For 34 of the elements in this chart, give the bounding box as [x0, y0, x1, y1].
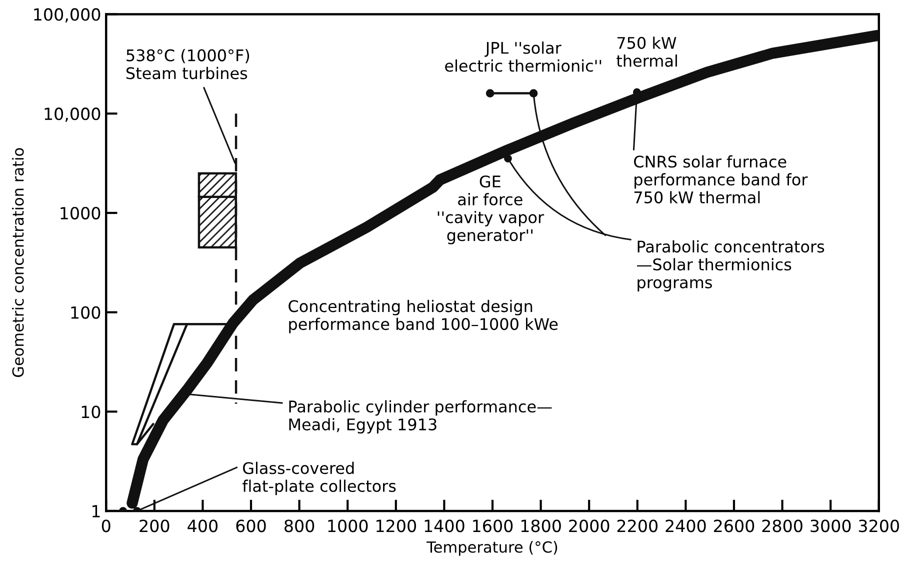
annotation: JPL ''solar electric thermionic'': [445, 42, 602, 72]
y-tick-label: 10: [82, 406, 100, 418]
x-tick-label: 200: [140, 520, 170, 532]
x-tick-label: 0: [102, 520, 110, 532]
x-tick-label: 3000: [810, 520, 851, 532]
x-tick-label: 1000: [328, 520, 368, 532]
annotation: GE air force ''cavity vapor generator'': [438, 175, 544, 244]
x-tick-label: 2400: [666, 520, 706, 532]
x-tick-label: 3200: [858, 520, 899, 532]
x-tick-label: 400: [188, 520, 218, 532]
x-tick-label: 2600: [714, 520, 754, 532]
x-tick-label: 1200: [376, 520, 416, 532]
x-tick-label: 600: [236, 520, 266, 532]
y-tick-label: 10,000: [44, 108, 100, 122]
annotation: 538°C (1000°F) Steam turbines: [126, 49, 250, 80]
x-tick-label: 800: [284, 520, 314, 532]
y-tick-label: 1: [92, 505, 100, 518]
annotation: 750 kW thermal: [616, 36, 677, 67]
annotation: Glass-covered flat-plate collectors: [242, 462, 396, 496]
annotation: Parabolic concentrators —Solar thermionics programs: [637, 240, 824, 292]
x-tick-label: 1400: [424, 520, 464, 532]
annotation: CNRS solar furnace performance band for 750 kW thermal: [634, 155, 808, 204]
y-tick-label: 100,000: [34, 8, 100, 22]
y-tick-label: 1000: [60, 206, 100, 220]
x-tick-label: 2200: [617, 520, 658, 532]
y-axis-title: Geometric concentration ratio: [12, 148, 24, 377]
x-tick-label: 2000: [569, 520, 610, 532]
x-tick-label: 1800: [521, 520, 561, 532]
annotation: Parabolic cylinder performance— Meadi, Egypt 1913: [289, 400, 552, 434]
x-tick-label: 1600: [473, 520, 513, 532]
x-tick-label: 2800: [762, 520, 802, 532]
annotation: Concentrating heliostat design performance band 100–1000 kWe: [288, 300, 558, 334]
y-tick-label: 100: [71, 306, 100, 319]
x-axis-title: Temperature (°C): [426, 541, 558, 556]
